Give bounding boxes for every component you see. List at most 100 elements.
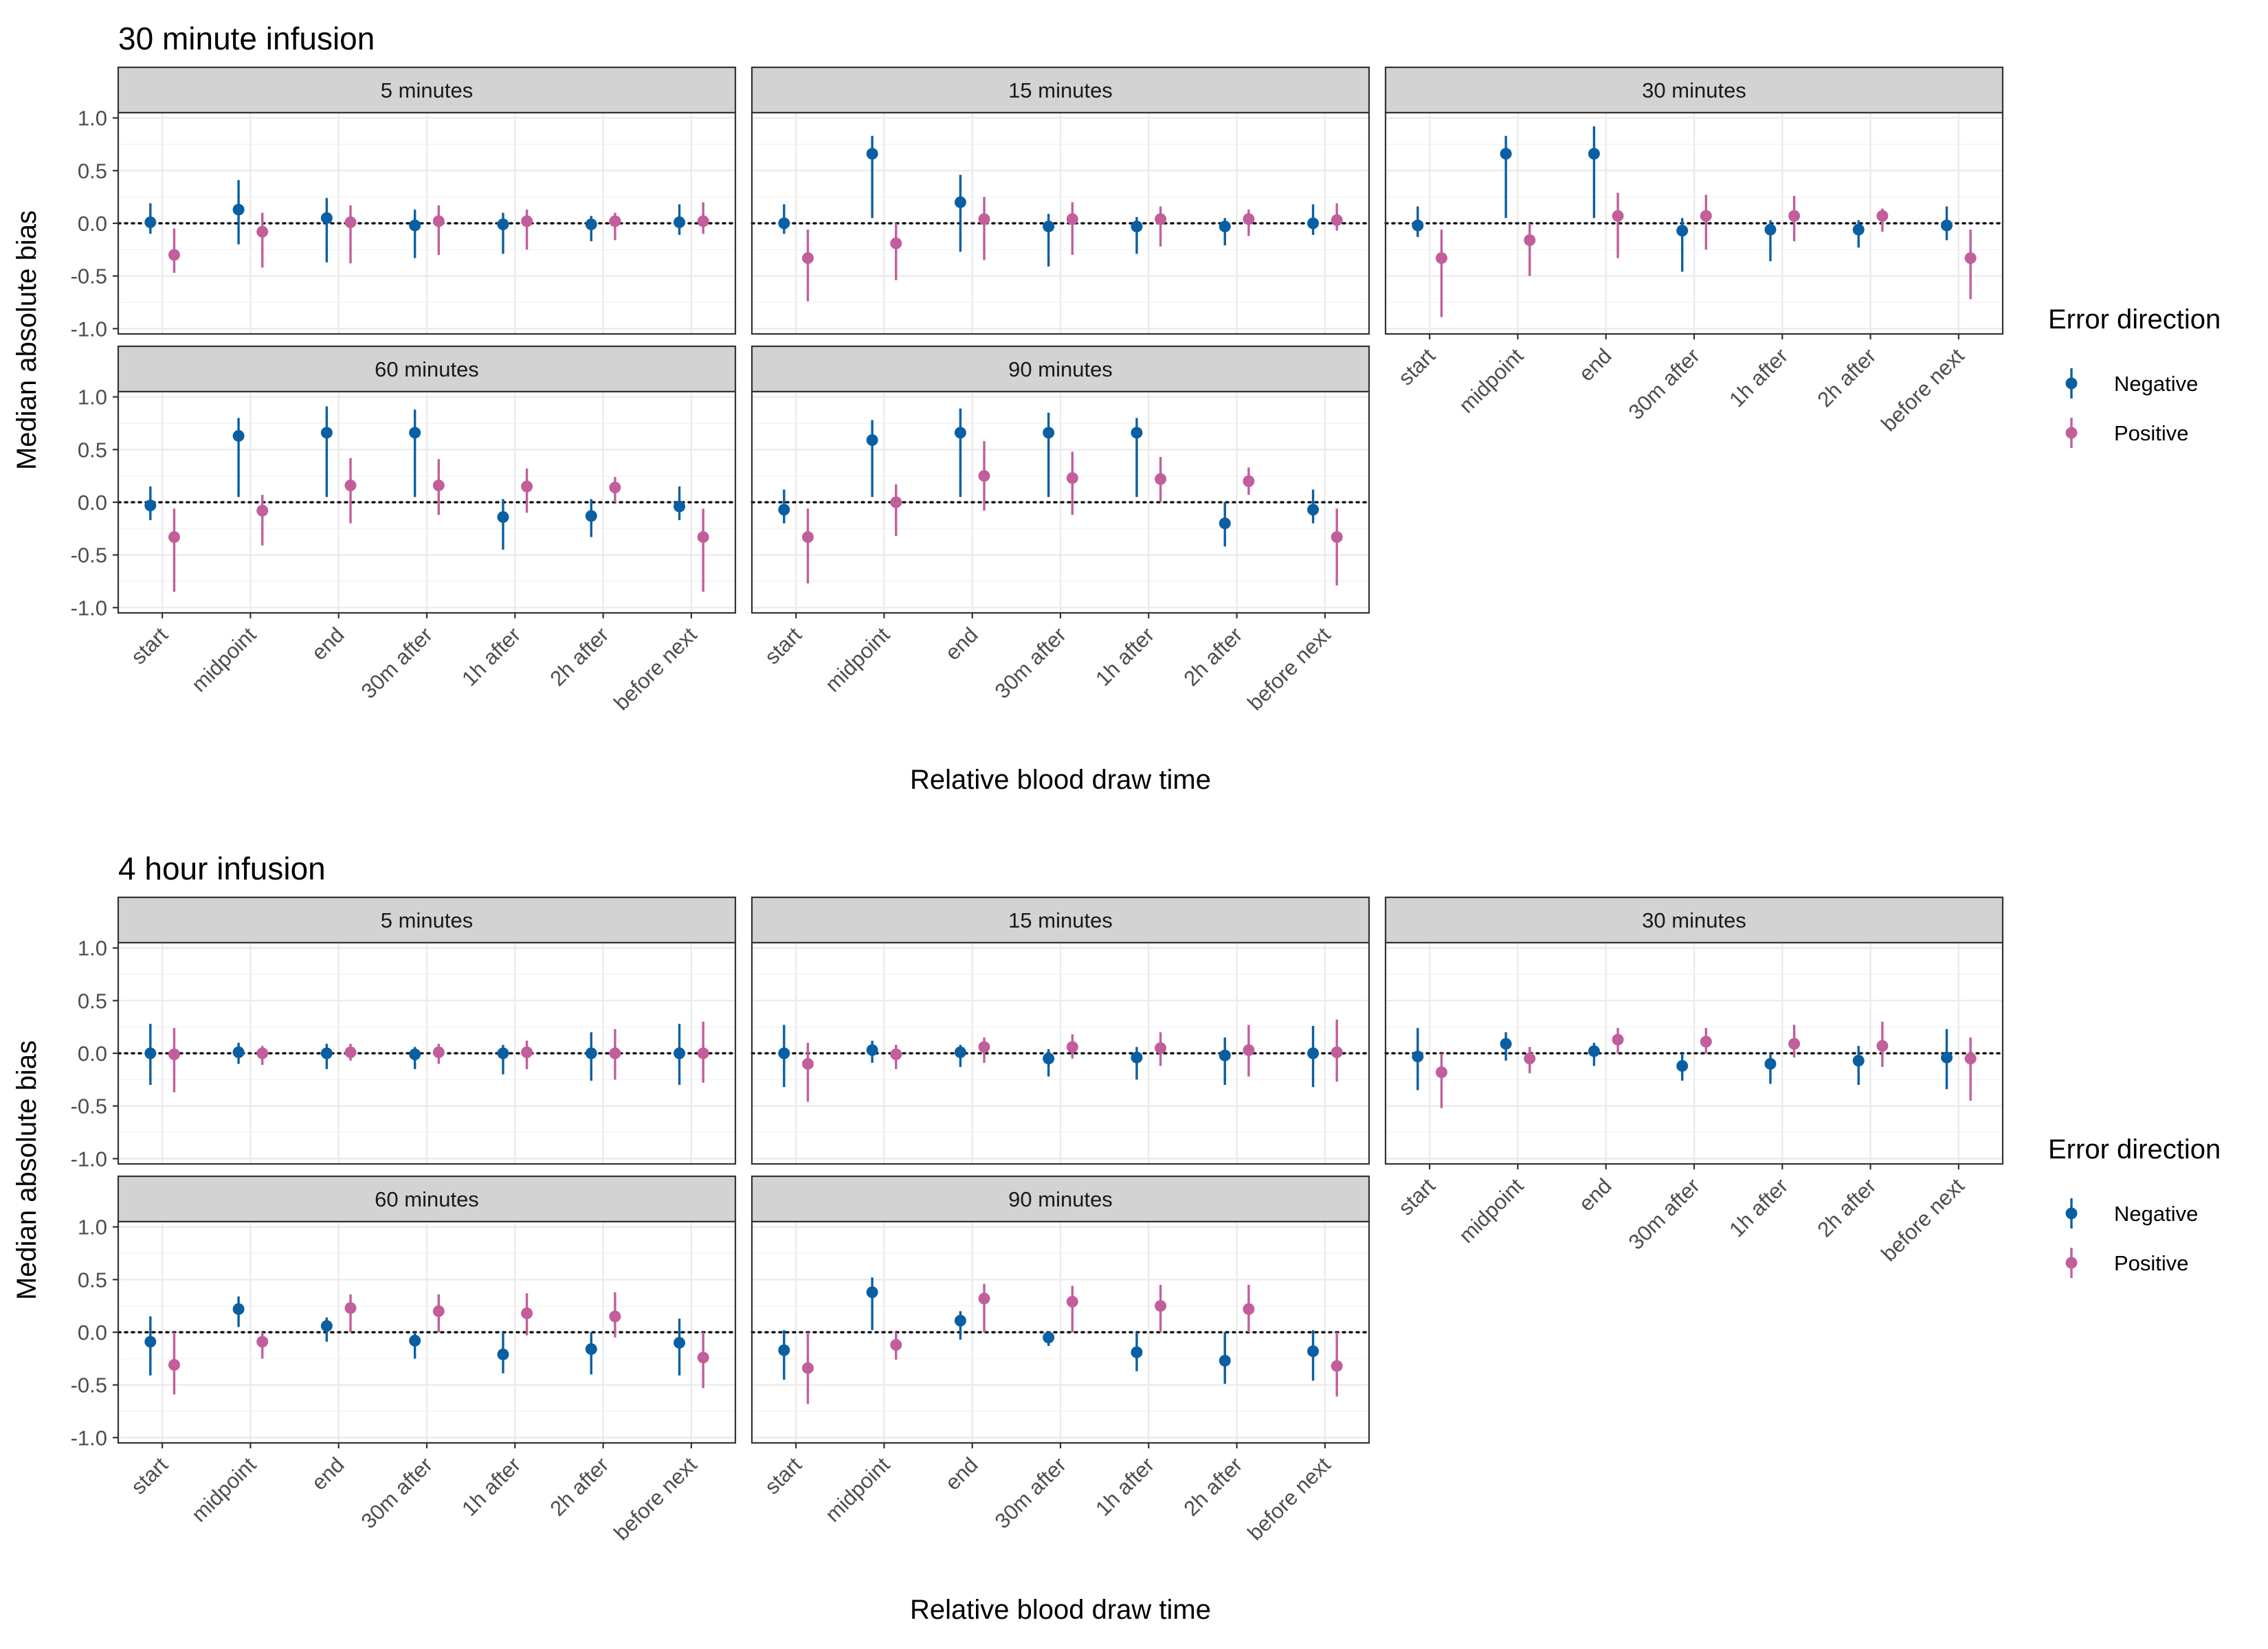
legend: Error direction Negative Positive <box>2048 304 2221 448</box>
negative-point <box>866 1044 878 1056</box>
positive-point <box>432 1305 445 1317</box>
chart-4hour-infusion: 4 hour infusion Median absolute bias Relat… <box>12 851 2221 1625</box>
positive-point <box>1066 1296 1078 1308</box>
facet-label: 15 minutes <box>1008 908 1113 932</box>
positive-point <box>978 1041 990 1053</box>
x-tick-label: 1h after <box>457 1452 525 1521</box>
negative-point <box>585 218 597 231</box>
positive-point <box>890 237 902 249</box>
negative-point <box>1219 1049 1231 1062</box>
positive-point <box>801 1057 814 1070</box>
positive-point <box>1700 210 1712 222</box>
y-tick-label: 0.0 <box>78 212 107 236</box>
legend: Error direction Negative Positive <box>2048 1134 2221 1278</box>
legend-item-label: Negative <box>2114 1202 2198 1226</box>
facet-panel: 5 minutes 1.0 0.5 0.0 -0.5 -1.0 <box>71 66 737 341</box>
negative-point <box>1307 1047 1320 1059</box>
y-tick-label: 1.0 <box>78 936 107 961</box>
negative-point <box>866 148 878 160</box>
legend-key-point <box>2065 1257 2078 1269</box>
y-tick-label: 1.0 <box>78 385 107 410</box>
positive-point <box>168 1048 180 1061</box>
positive-point <box>609 1047 621 1059</box>
negative-point <box>866 434 878 447</box>
positive-point <box>432 1046 445 1058</box>
facet-panel: 30 minutes start midpoint end 30m after 1h af… <box>1384 896 2004 1266</box>
positive-point <box>521 480 533 493</box>
x-tick-label: before next <box>1876 344 1969 436</box>
x-tick-label: start <box>126 1452 173 1499</box>
positive-point <box>256 1336 269 1348</box>
positive-point <box>168 1359 180 1371</box>
negative-point <box>232 1303 245 1315</box>
negative-point <box>1676 225 1689 237</box>
negative-point <box>497 1047 509 1059</box>
positive-point <box>1066 213 1078 225</box>
y-tick-label: 0.5 <box>78 989 107 1013</box>
positive-point <box>801 531 814 543</box>
negative-point <box>144 1047 157 1059</box>
x-tick-label: 2h after <box>1812 1174 1880 1242</box>
facet-panel: 5 minutes 1.0 0.5 0.0 -0.5 -1.0 <box>71 896 737 1171</box>
x-tick-label: end <box>307 622 348 664</box>
negative-point <box>674 500 686 513</box>
negative-point <box>144 216 157 228</box>
positive-point <box>1243 213 1255 225</box>
negative-point <box>778 1344 790 1356</box>
negative-point <box>585 510 597 522</box>
y-axis-label: Median absolute bias <box>12 1040 42 1300</box>
positive-point <box>978 470 990 482</box>
positive-point <box>890 496 902 508</box>
positive-point <box>1331 1360 1343 1372</box>
x-tick-label: midpoint <box>187 1452 261 1527</box>
x-tick-label: 2h after <box>1812 344 1880 412</box>
x-tick-label: 30m after <box>990 622 1071 703</box>
facet-panel: 30 minutes start midpoint end 30m after 1h af… <box>1384 66 2004 436</box>
legend-title: Error direction <box>2048 1134 2221 1165</box>
positive-point <box>697 215 709 227</box>
positive-point <box>609 215 621 227</box>
positive-point <box>1155 213 1167 225</box>
facet-panel: 15 minutes <box>751 66 1370 335</box>
legend-item-label: Negative <box>2114 372 2198 396</box>
positive-point <box>1243 1044 1255 1056</box>
panel-border <box>751 941 1370 1165</box>
negative-point <box>1307 504 1320 516</box>
negative-point <box>778 217 790 229</box>
positive-point <box>697 1047 709 1059</box>
x-axis-title: Relative blood draw time <box>910 1595 1211 1625</box>
negative-point <box>1307 1345 1320 1358</box>
negative-point <box>1676 1059 1689 1072</box>
negative-point <box>232 429 245 442</box>
x-tick-label: before next <box>1243 1452 1335 1545</box>
negative-point <box>954 1046 966 1058</box>
chart-30min-infusion: 30 minute infusion Median absolute bias Re… <box>12 21 2221 795</box>
y-tick-label: 1.0 <box>78 1215 107 1239</box>
positive-point <box>1524 234 1536 247</box>
facet-label: 90 minutes <box>1008 1187 1113 1211</box>
positive-point <box>432 215 445 227</box>
legend-item-label: Positive <box>2114 1251 2189 1275</box>
negative-point <box>1131 1051 1143 1064</box>
x-tick-label: 2h after <box>545 622 613 691</box>
negative-point <box>497 1348 509 1360</box>
positive-point <box>978 1292 990 1305</box>
legend-key-point <box>2065 377 2078 390</box>
facet-label: 5 minutes <box>381 908 473 932</box>
positive-point <box>1612 210 1624 222</box>
positive-point <box>1435 1066 1447 1079</box>
positive-point <box>521 1307 533 1319</box>
x-tick-label: start <box>760 622 807 669</box>
facet-panel: 60 minutes 1.0 0.5 0.0 -0.5 -1.0 start midpoint… <box>71 1175 737 1545</box>
facet-strip <box>1384 896 2004 944</box>
x-tick-label: 1h after <box>1724 344 1792 412</box>
negative-point <box>1219 517 1231 530</box>
negative-point <box>1219 221 1231 233</box>
positive-point <box>168 249 180 261</box>
negative-point <box>1043 427 1055 439</box>
negative-point <box>674 1336 686 1349</box>
x-tick-label: end <box>307 1452 348 1494</box>
x-tick-label: 30m after <box>1624 1174 1704 1254</box>
x-tick-label: before next <box>1876 1174 1969 1266</box>
positive-point <box>1243 475 1255 487</box>
